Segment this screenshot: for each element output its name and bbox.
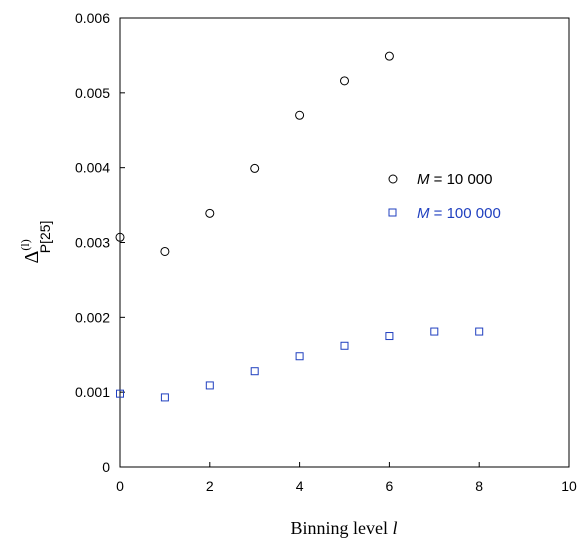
y-tick-label: 0.004 <box>75 160 110 176</box>
series-1-point <box>340 341 349 350</box>
legend-marker-m100000 <box>388 208 397 217</box>
series-1-point <box>160 393 169 402</box>
y-tick-label: 0.005 <box>75 85 110 101</box>
y-tick-label: 0.006 <box>75 10 110 26</box>
series-0-point <box>205 208 215 218</box>
series-0-point <box>340 76 349 86</box>
series-0-point <box>250 163 260 173</box>
series-1-point <box>475 327 484 336</box>
x-tick-label: 4 <box>296 478 304 494</box>
series-1-point <box>385 332 394 341</box>
legend-label-m10000: M = 10 000 <box>417 171 492 188</box>
series-1-point <box>205 381 214 390</box>
y-tick-label: 0.001 <box>75 384 110 400</box>
x-tick-label: 6 <box>386 478 394 494</box>
series-1-point <box>295 352 304 361</box>
legend-marker-m10000 <box>388 174 398 184</box>
y-tick-label: 0 <box>102 459 110 475</box>
x-axis-label: Binning level l <box>290 518 397 538</box>
x-tick-label: 8 <box>475 478 483 494</box>
y-axis-symbol: Δ <box>21 250 43 263</box>
series-1-point <box>430 327 439 336</box>
x-tick-label: 0 <box>116 478 124 494</box>
y-tick-label: 0.003 <box>75 235 110 251</box>
axis-ticks: 0 2 4 6 8 10 0 0.001 0.002 0.003 0.004 0.005 0.006 <box>75 10 577 494</box>
legend: M = 10 000 M = 100 000 <box>388 171 501 222</box>
x-tick-label: 2 <box>206 478 214 494</box>
series-0-point <box>160 246 170 256</box>
series-1-point <box>250 367 259 376</box>
data-marks <box>115 51 484 402</box>
y-axis-label: Δ(l) P[25] <box>18 221 53 264</box>
svg-text:Δ(l)P[25]: Δ(l) P[25] <box>18 221 53 264</box>
y-tick-label: 0.002 <box>75 309 110 325</box>
legend-label-m100000: M = 100 000 <box>417 205 501 222</box>
series-1-point <box>116 389 124 398</box>
y-axis-superscript: (l) <box>18 239 32 250</box>
series-0-point <box>115 232 125 242</box>
y-axis-subscript: P[25] <box>37 221 53 254</box>
series-0-point <box>295 110 305 120</box>
x-tick-label: 10 <box>561 478 577 494</box>
series-0-point <box>384 51 394 61</box>
